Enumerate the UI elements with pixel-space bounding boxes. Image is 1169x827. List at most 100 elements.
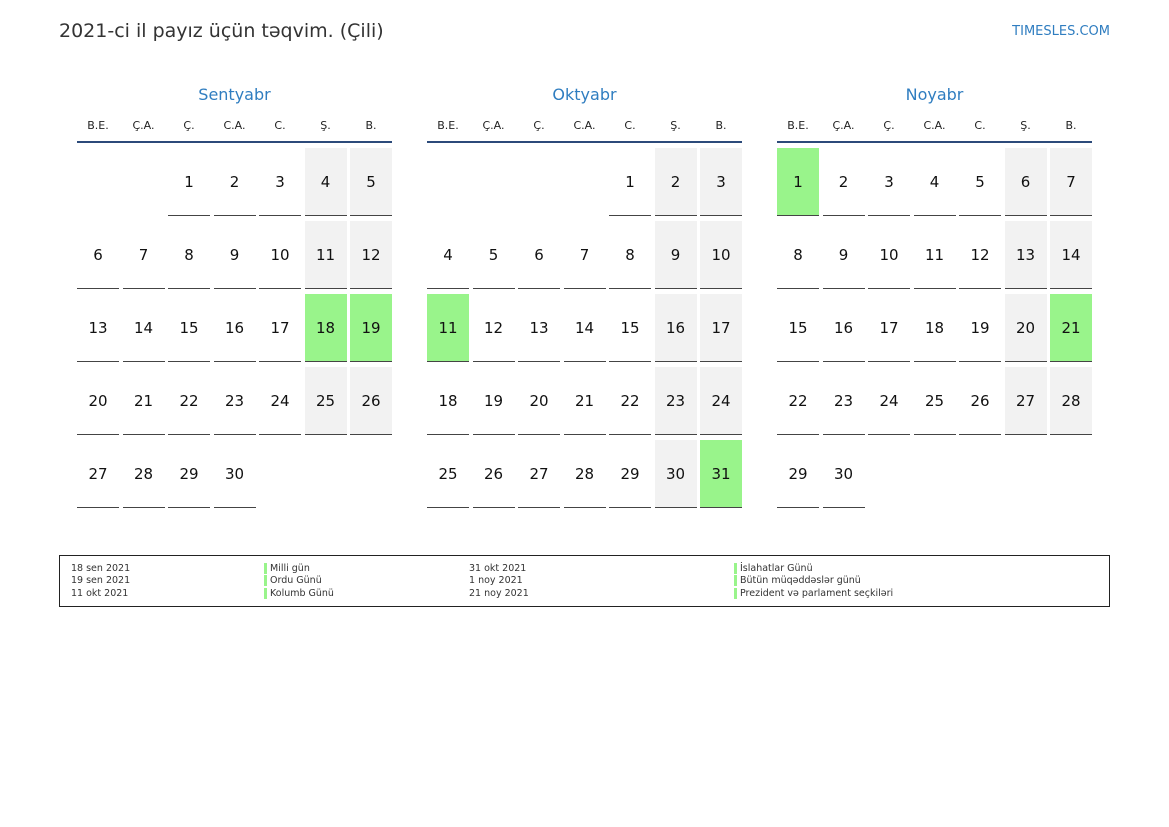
month-name: Sentyabr [198, 85, 271, 104]
weekday-label: B.E. [787, 119, 809, 132]
day-cell: 9 [654, 221, 697, 289]
day-cell: 17 [259, 294, 301, 362]
page-title: 2021-ci il payız üçün təqvim. (Çili) [59, 20, 384, 42]
day-cell: 2 [213, 148, 256, 216]
day-cell: 25 [913, 367, 956, 435]
weekday-header: B.E. Ç.A. Ç. C.A. C. Ş. B. [427, 106, 742, 143]
day-cell: 12 [472, 294, 515, 362]
day-cell: 30 [654, 440, 697, 508]
day-cell: 15 [777, 294, 819, 362]
weekday-label: C. [624, 119, 636, 132]
day-cell: 6 [518, 221, 560, 289]
day-cell: 10 [259, 221, 301, 289]
legend-date: 11 okt 2021 [71, 588, 129, 599]
day-cell: 26 [959, 367, 1001, 435]
day-cell: 4 [427, 221, 469, 289]
legend-date: 31 okt 2021 [469, 563, 527, 574]
weekday-label: Ç.A. [482, 119, 505, 132]
legend-date: 1 noy 2021 [469, 575, 523, 586]
day-cell: 19 [959, 294, 1001, 362]
day-cell: 11 [913, 221, 956, 289]
legend-name: İslahatlar Günü [734, 562, 813, 575]
day-grid: 1 2 3 4 5 6 7 8 9 10 11 12 13 14 15 16 17 18 19 20 21 22 23 24 2… [77, 143, 392, 513]
day-cell: 12 [350, 221, 392, 289]
day-cell: 13 [77, 294, 119, 362]
day-grid: 1 2 3 4 5 6 7 8 9 10 11 12 13 14 15 16 17 18 19 20 21 22 23 24 2… [427, 143, 742, 513]
day-cell: 14 [1050, 221, 1092, 289]
weekday-label: Ç.A. [132, 119, 155, 132]
day-cell: 16 [213, 294, 256, 362]
legend-date: 18 sen 2021 [71, 563, 131, 574]
day-cell: 21 [122, 367, 165, 435]
day-cell: 17 [700, 294, 742, 362]
day-cell: 1 [609, 148, 651, 216]
weekday-label: C.A. [923, 119, 946, 132]
holiday-day-cell: 31 [700, 440, 742, 508]
weekday-label: Ç. [883, 119, 895, 132]
site-link[interactable]: TIMESLES.COM [1012, 24, 1110, 39]
day-cell: 9 [822, 221, 865, 289]
day-cell: 20 [518, 367, 560, 435]
weekday-label: B. [715, 119, 727, 132]
day-cell: 8 [609, 221, 651, 289]
day-cell: 26 [472, 440, 515, 508]
day-cell: 2 [822, 148, 865, 216]
month-november: Noyabr B.E. Ç.A. Ç. C.A. C. Ş. B. 1 2 3 4 5 6 7 8 9 10 1… [777, 84, 1092, 513]
day-cell: 13 [518, 294, 560, 362]
day-cell: 3 [259, 148, 301, 216]
legend-name: Prezident və parlament seçkiləri [734, 587, 893, 600]
day-cell: 5 [350, 148, 392, 216]
weekday-label: B. [1065, 119, 1077, 132]
day-cell: 28 [122, 440, 165, 508]
day-cell: 6 [77, 221, 119, 289]
day-cell: 18 [427, 367, 469, 435]
day-cell: 3 [700, 148, 742, 216]
day-cell: 10 [868, 221, 910, 289]
holiday-day-cell: 19 [350, 294, 392, 362]
day-cell: 18 [913, 294, 956, 362]
month-name: Oktyabr [552, 85, 617, 104]
day-cell: 22 [609, 367, 651, 435]
day-cell: 27 [518, 440, 560, 508]
legend-name: Kolumb Günü [264, 587, 334, 600]
day-cell: 24 [868, 367, 910, 435]
weekday-label: Ç.A. [832, 119, 855, 132]
holiday-legend: 18 sen 2021 Milli gün 19 sen 2021 Ordu G… [59, 555, 1110, 607]
day-cell: 5 [959, 148, 1001, 216]
day-cell: 24 [700, 367, 742, 435]
day-cell: 20 [77, 367, 119, 435]
day-cell: 24 [259, 367, 301, 435]
day-cell: 27 [1004, 367, 1047, 435]
weekday-label: Ş. [320, 119, 331, 132]
holiday-day-cell: 18 [304, 294, 347, 362]
day-cell: 22 [777, 367, 819, 435]
day-cell: 26 [350, 367, 392, 435]
day-cell: 7 [563, 221, 606, 289]
month-october: Oktyabr B.E. Ç.A. Ç. C.A. C. Ş. B. 1 2 3 4 5 6 7 8 9 10… [427, 84, 742, 513]
weekday-label: Ç. [533, 119, 545, 132]
day-cell: 29 [777, 440, 819, 508]
legend-name: Bütün müqəddəslər günü [734, 574, 861, 587]
weekday-header: B.E. Ç.A. Ç. C.A. C. Ş. B. [777, 106, 1092, 143]
legend-date: 21 noy 2021 [469, 588, 529, 599]
day-cell: 12 [959, 221, 1001, 289]
day-cell: 23 [822, 367, 865, 435]
weekday-label: Ş. [1020, 119, 1031, 132]
day-grid: 1 2 3 4 5 6 7 8 9 10 11 12 13 14 15 16 17 18 19 20 21 22 23 24 2… [777, 143, 1092, 513]
weekday-label: C.A. [223, 119, 246, 132]
legend-name: Milli gün [264, 562, 310, 575]
weekday-label: C.A. [573, 119, 596, 132]
day-cell: 23 [654, 367, 697, 435]
day-cell: 22 [168, 367, 210, 435]
day-cell: 17 [868, 294, 910, 362]
month-name: Noyabr [905, 85, 964, 104]
weekday-label: C. [974, 119, 986, 132]
day-cell: 9 [213, 221, 256, 289]
day-cell: 30 [822, 440, 865, 508]
day-cell: 16 [822, 294, 865, 362]
day-cell: 8 [168, 221, 210, 289]
legend-name: Ordu Günü [264, 574, 322, 587]
day-cell: 25 [427, 440, 469, 508]
